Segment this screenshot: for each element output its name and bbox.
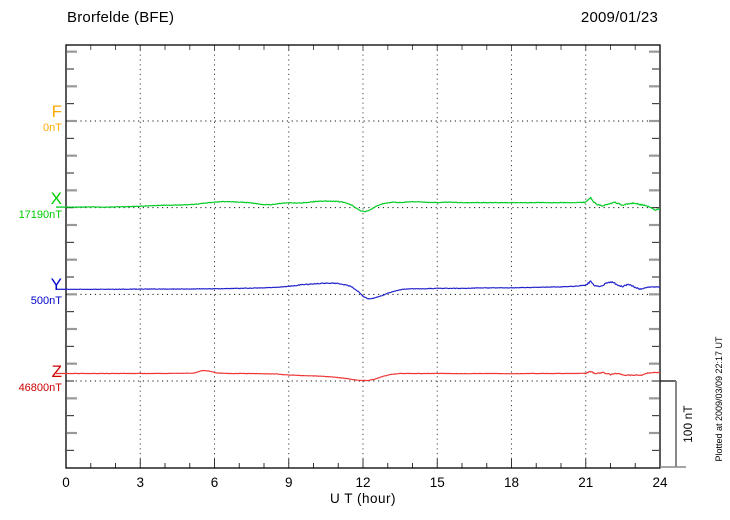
x-tick-24: 24 (652, 475, 668, 490)
channel-label-F: F 0nT (0, 103, 62, 135)
scale-bar (660, 380, 686, 468)
hour-ticks (90, 45, 636, 468)
channel-labels: F 0nT X 17190nT Y 500nT Z 46800nT (0, 0, 62, 520)
plotted-at-note: Plotted at 2009/03/09 22:17 UT (714, 336, 724, 462)
x-tick-18: 18 (503, 475, 520, 490)
x-tick-21: 21 (578, 475, 594, 490)
x-tick-15: 15 (429, 475, 445, 490)
channel-baseline-value-Y: 500nT (30, 295, 62, 308)
scale-bar-label: 100 nT (683, 405, 695, 443)
station-title: Brorfelde (BFE) (67, 9, 175, 26)
trace-X (56, 196, 661, 213)
channel-label-Y: Y 500nT (0, 276, 62, 308)
x-axis-tick-labels: 0 3 6 9 12 15 18 21 24 (0, 475, 730, 491)
x-tick-9: 9 (284, 475, 293, 490)
plot-date: 2009/01/23 (580, 9, 658, 26)
channel-letter-Z: Z (51, 362, 62, 381)
x-tick-6: 6 (210, 475, 219, 490)
channel-baseline-value-X: 17190nT (18, 208, 62, 221)
channel-baseline-value-F: 0nT (43, 122, 62, 134)
channel-baseline-value-Z: 46800nT (18, 382, 62, 394)
x-tick-0: 0 (62, 475, 70, 490)
nanotesla-ticks (67, 50, 659, 451)
channel-label-Z: Z 46800nT (0, 363, 62, 395)
plot-frame (65, 44, 661, 469)
channel-letter-F: F (51, 102, 62, 121)
channel-label-X: X 17190nT (0, 188, 62, 222)
x-tick-12: 12 (355, 475, 371, 490)
trace-Y (56, 280, 661, 300)
channel-letter-X: X (50, 188, 62, 208)
x-tick-3: 3 (136, 475, 145, 490)
trace-Z (56, 369, 661, 382)
vertical-gridlines (139, 45, 587, 468)
x-axis-title: U T (hour) (329, 491, 397, 506)
channel-baselines (66, 120, 660, 382)
channel-letter-Y: Y (50, 275, 62, 295)
